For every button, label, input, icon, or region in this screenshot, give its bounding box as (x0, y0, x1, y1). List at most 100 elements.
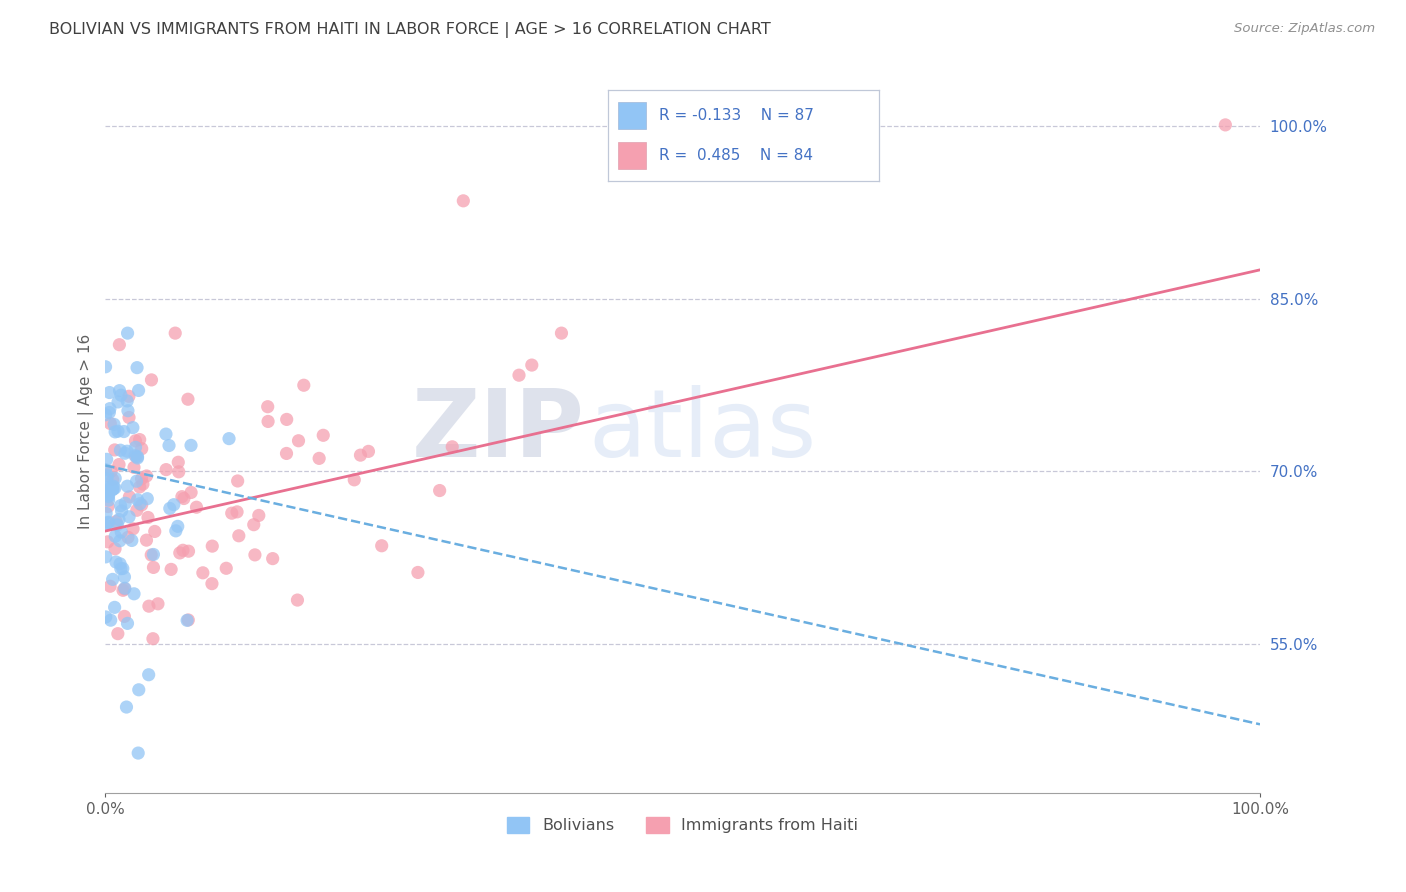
Point (256, 400, 278, 414)
Point (177, 613, 200, 627)
Point (128, 480, 150, 494)
Point (108, 557, 131, 571)
Point (98, 401, 121, 416)
Point (103, 417, 125, 432)
Point (94, 506, 117, 520)
Point (136, 510, 159, 524)
Point (118, 389, 141, 403)
Point (96, 516, 118, 530)
Point (108, 337, 131, 351)
Point (406, 566, 429, 580)
Point (110, 388, 132, 402)
Point (117, 326, 139, 340)
Point (111, 583, 134, 598)
Point (100, 464, 122, 478)
Point (287, 434, 309, 448)
Point (101, 483, 124, 497)
Point (508, 368, 530, 383)
Point (122, 522, 145, 536)
Point (132, 477, 155, 491)
Point (107, 626, 129, 640)
Point (242, 517, 264, 532)
Point (243, 548, 266, 562)
Point (125, 450, 148, 464)
Point (125, 503, 148, 517)
Point (101, 479, 124, 493)
Point (112, 609, 135, 624)
Point (357, 444, 380, 458)
Point (117, 479, 139, 493)
Point (96, 472, 118, 486)
Point (104, 442, 127, 457)
Point (262, 551, 284, 566)
Point (108, 512, 131, 526)
Point (104, 481, 127, 495)
Point (107, 395, 129, 409)
Point (138, 599, 160, 614)
Point (167, 455, 190, 469)
Point (292, 378, 315, 392)
Point (105, 515, 128, 529)
Point (226, 474, 249, 488)
Point (94, 463, 117, 477)
Point (520, 358, 543, 372)
Point (191, 566, 214, 580)
Point (343, 473, 366, 487)
Point (97, 500, 120, 514)
Point (122, 460, 145, 475)
Point (94, 549, 117, 564)
Point (180, 485, 202, 500)
Point (98, 385, 121, 400)
Point (115, 444, 138, 458)
Point (108, 533, 131, 548)
Point (157, 438, 180, 452)
Point (117, 530, 139, 544)
Point (100, 482, 122, 496)
Point (163, 498, 186, 512)
Point (114, 446, 136, 460)
Point (124, 434, 146, 448)
Point (177, 392, 200, 407)
Text: Source: ZipAtlas.com: Source: ZipAtlas.com (1234, 22, 1375, 36)
Point (117, 616, 139, 631)
Point (117, 403, 139, 417)
Point (287, 593, 309, 607)
Point (118, 509, 141, 524)
Point (142, 548, 165, 562)
Point (97, 490, 120, 504)
Point (124, 440, 146, 454)
Point (105, 517, 128, 532)
Point (122, 587, 145, 601)
Point (125, 474, 148, 488)
Point (167, 465, 190, 479)
Y-axis label: In Labor Force | Age > 16: In Labor Force | Age > 16 (79, 334, 94, 529)
Point (98, 405, 121, 419)
Point (142, 632, 165, 646)
Point (155, 427, 177, 442)
Point (128, 384, 150, 398)
Point (122, 420, 145, 434)
Point (97, 488, 120, 502)
Point (124, 449, 146, 463)
Point (104, 541, 127, 556)
Text: atlas: atlas (588, 385, 817, 477)
Point (131, 442, 153, 456)
Point (257, 414, 280, 428)
Point (141, 373, 163, 387)
Point (108, 384, 131, 398)
Point (114, 570, 136, 584)
Point (221, 506, 243, 520)
Point (108, 458, 131, 472)
Point (111, 561, 134, 575)
Point (127, 746, 149, 760)
Point (127, 450, 149, 465)
Point (101, 483, 124, 497)
Point (112, 425, 135, 439)
Point (131, 472, 153, 486)
Point (218, 432, 240, 446)
Point (1215, 118, 1237, 132)
Point (127, 492, 149, 507)
Point (201, 539, 224, 553)
Point (97, 534, 120, 549)
Point (136, 491, 159, 506)
